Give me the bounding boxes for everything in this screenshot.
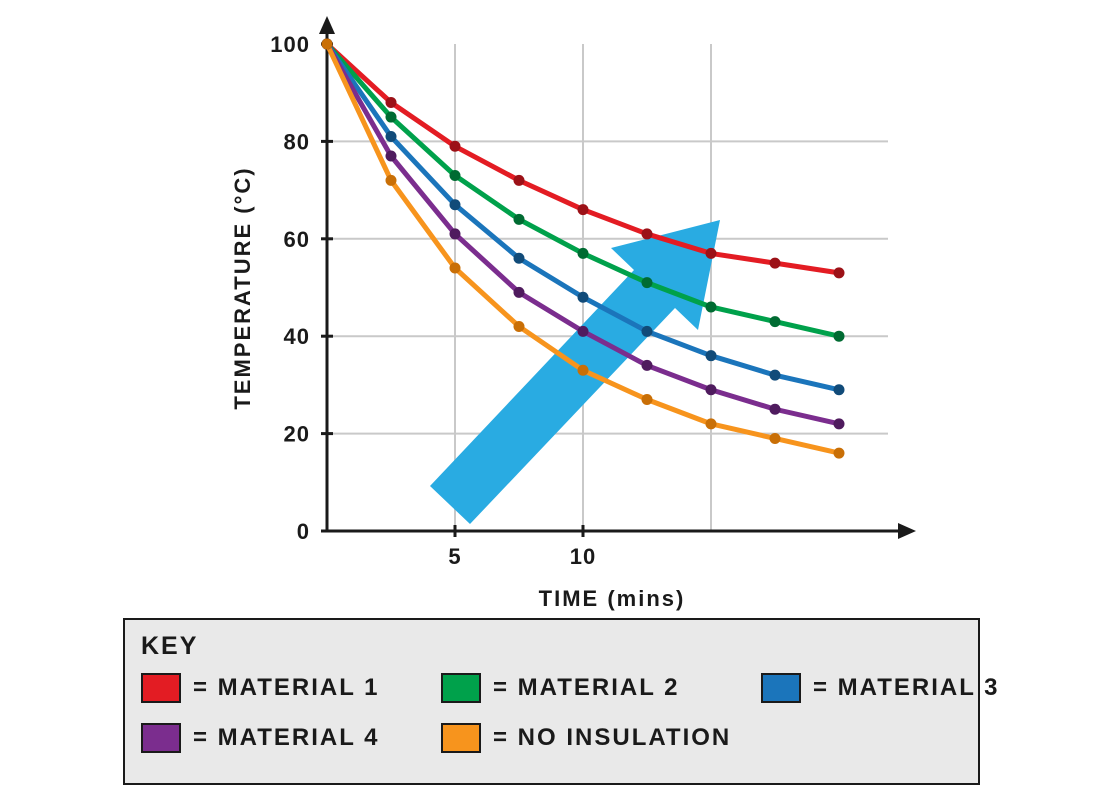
chart-area: 0 20 40 60 80 100 5 10 TEMPERATURE (°C) TIME (m… <box>230 16 916 611</box>
svg-text:20: 20 <box>284 422 310 447</box>
key-grid: = MATERIAL 1 = MATERIAL 2 = MATERIAL 3 =… <box>141 673 997 753</box>
key-item-label: = MATERIAL 4 <box>193 724 380 751</box>
svg-text:0: 0 <box>297 519 310 544</box>
key-item-no-insulation: = NO INSULATION <box>441 723 761 753</box>
key-item-material-3: = MATERIAL 3 <box>761 673 999 703</box>
key-item-material-4: = MATERIAL 4 <box>141 723 441 753</box>
key-item-material-1: = MATERIAL 1 <box>141 673 441 703</box>
material-4-swatch <box>141 723 181 753</box>
key-item-label: = NO INSULATION <box>493 724 732 751</box>
key-item-label: = MATERIAL 3 <box>813 674 1000 701</box>
material-1-swatch <box>141 673 181 703</box>
material-3-swatch <box>761 673 801 703</box>
key-item-material-2: = MATERIAL 2 <box>441 673 761 703</box>
material-2-swatch <box>441 673 481 703</box>
svg-text:10: 10 <box>570 544 596 569</box>
svg-text:40: 40 <box>284 324 310 349</box>
svg-text:60: 60 <box>284 227 310 252</box>
svg-text:100: 100 <box>270 32 310 57</box>
insulation-effectiveness-arrow <box>430 220 720 524</box>
key-box: KEY = MATERIAL 1 = MATERIAL 2 = MATERIAL… <box>123 618 997 785</box>
key-title: KEY <box>141 632 199 660</box>
y-axis-title: TEMPERATURE (°C) <box>230 166 255 410</box>
temperature-time-chart: 0 20 40 60 80 100 5 10 <box>270 16 916 569</box>
key-item-label: = MATERIAL 1 <box>193 674 380 701</box>
key-item-label: = MATERIAL 2 <box>493 674 680 701</box>
no-insulation-swatch <box>441 723 481 753</box>
svg-text:80: 80 <box>284 129 310 154</box>
x-axis-title: TIME (mins) <box>538 586 686 611</box>
svg-text:5: 5 <box>448 544 461 569</box>
